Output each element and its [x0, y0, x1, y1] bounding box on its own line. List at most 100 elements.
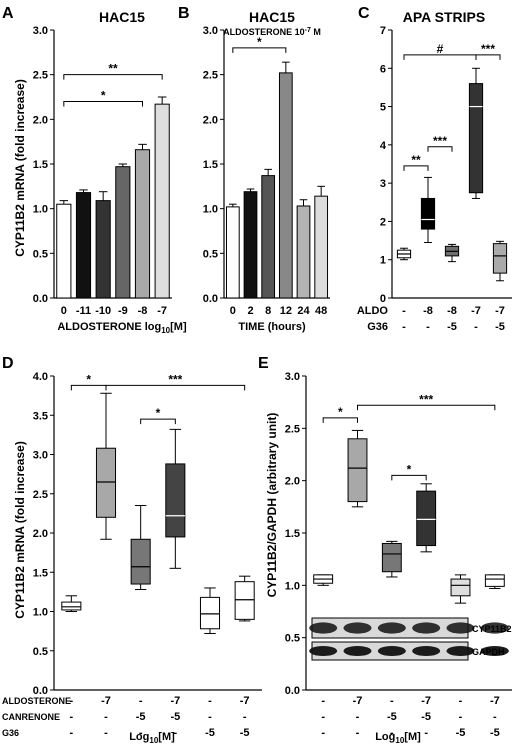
- panel-e-significance-label: ***: [419, 392, 433, 406]
- panel-c-significance-label: ***: [433, 134, 447, 148]
- panel-e-blot-band: [309, 645, 338, 657]
- panel-e-y-tick-label: 1.5: [285, 528, 300, 540]
- panel-d-box: [130, 538, 151, 585]
- panel-c-box: [420, 197, 436, 230]
- panel-a-y-tick-label: 0.0: [33, 293, 48, 305]
- panel-e-blot-band: [343, 622, 372, 634]
- panel-d-y-tick-label: 2.0: [33, 528, 48, 540]
- panel-c-condition-label: -: [474, 321, 478, 333]
- panel-e-condition-label: -5: [387, 711, 397, 723]
- panel-d-condition-label: -: [243, 711, 247, 723]
- panel-e-significance-bracket: [322, 417, 358, 423]
- panel-e-condition-label: -5: [490, 727, 500, 739]
- panel-d-letter: D: [2, 355, 14, 372]
- panel-c-condition-label: -5: [495, 321, 505, 333]
- panel-b-x-tick-label: 2: [247, 305, 253, 317]
- panel-d-chart: D CYP11B2 mRNA (fold increase) Log10[M] …: [2, 355, 262, 745]
- panel-e-blot-band: [480, 622, 509, 634]
- panel-e-chart: E CYP11B2/GAPDH (arbitrary unit) Log10[M…: [258, 355, 512, 745]
- panel-e-condition-label: -7: [421, 695, 431, 707]
- panel-c-y-tick-label: 5: [380, 102, 386, 114]
- panel-b-significance-label: *: [257, 35, 262, 49]
- panel-e-blot-band: [343, 645, 372, 657]
- panel-c-significance-bracket: [427, 146, 453, 152]
- panel-e-blot-band: [377, 622, 406, 634]
- panel-b-y-tick-label: 2.0: [203, 114, 218, 126]
- panel-a-x-tick-label: 0: [61, 305, 67, 317]
- panel-a-letter: A: [2, 5, 14, 22]
- panel-e-condition-label: -7: [353, 695, 363, 707]
- panel-b-y-tick-label: 0.0: [203, 293, 218, 305]
- panel-d-significance-label: ***: [168, 372, 182, 386]
- panel-e-x-axis-label: Log10[M]: [375, 731, 421, 745]
- panel-d-condition-label: -5: [205, 727, 215, 739]
- panel-e-significance-bracket: [391, 474, 427, 481]
- panel-d-y-tick-label: 0.5: [33, 646, 48, 658]
- panel-b-y-tick-label: 1.5: [203, 159, 218, 171]
- panel-a-y-tick-label: 2.0: [33, 114, 48, 126]
- panel-c-condition-label: -7: [471, 305, 481, 317]
- panel-c-condition-label: -: [426, 321, 430, 333]
- panel-e-y-tick-label: 2.0: [285, 476, 300, 488]
- panel-e-condition-label: -: [356, 711, 360, 723]
- panel-c-y-tick-label: 2: [380, 216, 386, 228]
- panel-e-blot-band: [412, 645, 441, 657]
- panel-e-blot-band: [446, 622, 475, 634]
- panel-e-blot-label: CYP11B2: [472, 624, 512, 634]
- panel-d-row-label: ALDOSTERONE: [2, 696, 71, 706]
- panel-e-blot-label: GAPDH: [472, 647, 505, 657]
- panel-d-condition-label: -7: [170, 695, 180, 707]
- panel-d-box: [234, 581, 255, 620]
- panel-e-significance-label: *: [407, 462, 412, 476]
- panel-a-significance-label: *: [101, 88, 106, 102]
- panel-d-condition-label: -: [139, 695, 143, 707]
- panel-d-condition-label: -: [69, 727, 73, 739]
- panel-c-condition-label: -8: [447, 305, 457, 317]
- panel-d-condition-label: -: [69, 711, 73, 723]
- panel-b-x-axis-label: TIME (hours): [238, 321, 306, 333]
- panel-b-letter: B: [178, 5, 190, 22]
- panel-d-y-tick-label: 1.5: [33, 567, 48, 579]
- panel-e-condition-label: -: [321, 711, 325, 723]
- panel-b-chart: B HAC15 ALDOSTERONE 10-7 M TIME (hours) …: [178, 5, 330, 333]
- panel-c-y-tick-label: 4: [380, 140, 387, 152]
- panel-e-condition-label: -7: [490, 695, 500, 707]
- panel-d-row-label: CANRENONE: [2, 712, 60, 722]
- panel-c-box: [492, 243, 508, 274]
- panel-e-y-tick-label: 0.5: [285, 633, 300, 645]
- panel-c-condition-label: -7: [495, 305, 505, 317]
- panel-a-significance-label: **: [108, 62, 118, 76]
- panel-c-y-tick-label: 1: [380, 255, 386, 267]
- panel-d-condition-label: -: [208, 711, 212, 723]
- panel-a-bar: [95, 200, 111, 299]
- panel-c-y-tick-label: 6: [380, 63, 386, 75]
- panel-e-significance-bracket: [357, 404, 496, 411]
- panel-e-condition-label: -5: [421, 711, 431, 723]
- panel-c-significance-label: **: [411, 153, 421, 167]
- panel-c-letter: C: [358, 5, 370, 22]
- panel-d-box: [95, 447, 117, 518]
- panel-a-bar: [134, 149, 151, 299]
- panel-b-x-tick-label: 0: [230, 305, 236, 317]
- panel-e-blot-band: [446, 645, 475, 657]
- panel-d-box: [61, 601, 82, 611]
- panel-c-y-tick-label: 3: [380, 178, 386, 190]
- panel-c-box: [468, 83, 484, 194]
- panel-c-condition-label: -5: [447, 321, 457, 333]
- panel-b-y-tick-label: 1.0: [203, 204, 218, 216]
- panel-e-condition-label: -: [493, 711, 497, 723]
- panel-b-bar: [261, 175, 276, 299]
- panel-c-significance-label: ***: [481, 42, 495, 56]
- panel-b-significance-bracket: [232, 47, 287, 53]
- panel-d-significance-label: *: [86, 372, 91, 386]
- panel-a-x-tick-label: -11: [76, 305, 91, 317]
- panel-e-condition-label: -: [459, 695, 463, 707]
- panel-d-condition-label: -7: [240, 695, 250, 707]
- panel-b-y-tick-label: 2.5: [203, 70, 218, 82]
- panel-d-condition-label: -: [139, 727, 143, 739]
- panel-e-condition-label: -: [356, 727, 360, 739]
- panel-b-bar: [278, 72, 293, 299]
- panel-d-y-tick-label: 1.0: [33, 607, 48, 619]
